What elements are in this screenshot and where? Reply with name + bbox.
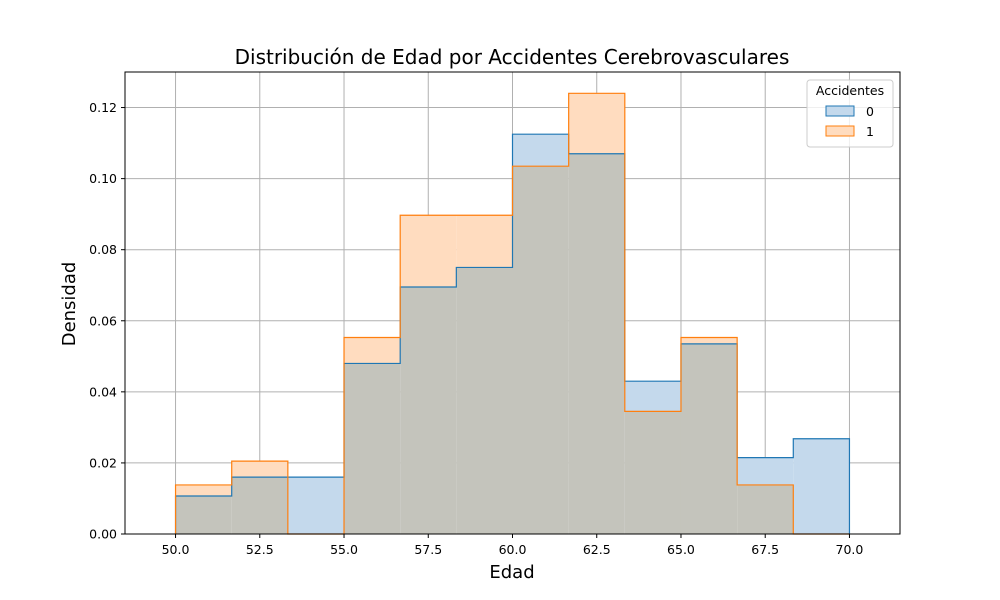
histogram-step-outlines (174, 92, 851, 535)
legend-items: 01 (825, 104, 874, 139)
bar-overlap (344, 363, 401, 534)
x-tick-label: 67.5 (751, 542, 779, 557)
x-tick-label: 62.5 (583, 542, 611, 557)
y-tick-label: 0.08 (89, 242, 117, 257)
y-axis-ticks: 0.00 0.02 0.04 0.06 0.08 0.10 0.12 (89, 100, 125, 542)
bar-series-0 (624, 381, 681, 412)
legend-swatch-series-1 (825, 125, 855, 137)
legend-swatch-series-0 (825, 105, 855, 117)
y-tick-label: 0.10 (89, 171, 117, 186)
x-tick-label: 57.5 (414, 542, 442, 557)
bar-series-0 (512, 134, 569, 167)
bar-overlap (568, 153, 625, 534)
bar-overlap (680, 343, 738, 534)
x-tick-label: 50.0 (162, 542, 190, 557)
bar-series-1 (568, 93, 625, 154)
histogram-bars (175, 93, 850, 534)
y-tick-label: 0.02 (89, 455, 117, 470)
step-outline-series-1 (174, 92, 850, 535)
y-axis-label: Densidad (59, 262, 80, 347)
x-tick-label: 55.0 (330, 542, 358, 557)
y-tick-label: 0.06 (89, 313, 117, 328)
bar-series-0 (737, 457, 794, 485)
x-axis-label: Edad (489, 562, 534, 583)
bar-series-1 (456, 215, 513, 268)
bar-overlap (400, 287, 457, 534)
y-tick-label: 0.12 (89, 100, 117, 115)
bar-overlap (624, 411, 681, 534)
x-tick-label: 60.0 (499, 542, 527, 557)
chart-title: Distribución de Edad por Accidentes Cere… (235, 45, 790, 69)
x-tick-label: 52.5 (246, 542, 274, 557)
bar-overlap (737, 484, 794, 534)
bar-overlap (231, 477, 288, 534)
legend: Accidentes 01 (806, 79, 894, 148)
y-tick-label: 0.00 (89, 527, 117, 542)
legend-title: Accidentes (816, 83, 884, 98)
bar-series-0 (793, 438, 850, 534)
bar-series-1 (400, 215, 457, 288)
y-tick-label: 0.04 (89, 384, 117, 399)
bar-series-1 (175, 484, 232, 496)
bar-series-1 (231, 461, 288, 478)
bar-series-1 (680, 337, 738, 344)
bar-series-0 (287, 477, 345, 534)
x-axis-ticks: 50.0 52.5 55.0 57.5 60.0 62.5 65.0 67.5 70.0 (162, 534, 864, 557)
legend-label-series-0: 0 (866, 104, 874, 119)
bar-overlap (456, 267, 513, 534)
bar-overlap (175, 495, 232, 534)
bar-overlap (512, 166, 569, 534)
bar-series-1 (344, 337, 401, 364)
x-tick-label: 65.0 (667, 542, 695, 557)
x-tick-label: 70.0 (836, 542, 864, 557)
legend-label-series-1: 1 (866, 124, 874, 139)
